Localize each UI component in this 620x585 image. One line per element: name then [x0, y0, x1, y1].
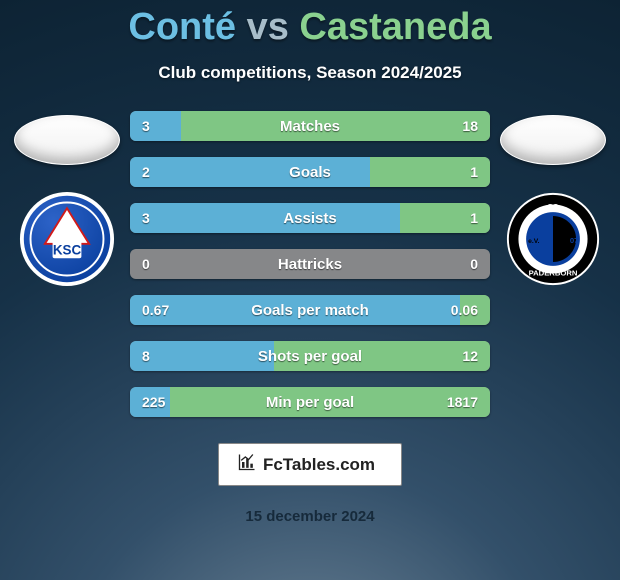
- stat-value-left: 0: [130, 256, 190, 272]
- stats-list: 3Matches182Goals13Assists10Hattricks00.6…: [130, 111, 490, 417]
- stat-value-left: 225: [130, 394, 190, 410]
- stat-label: Goals per match: [190, 302, 430, 319]
- stat-row: 0.67Goals per match0.06: [130, 295, 490, 325]
- right-club-logo: SC PADERBORN 07 e.V.: [505, 191, 601, 287]
- stat-value-left: 2: [130, 164, 190, 180]
- left-player-column: KSC: [12, 111, 122, 287]
- chart-icon: [237, 452, 257, 477]
- title-right-player: Castaneda: [299, 6, 491, 48]
- stat-label: Min per goal: [190, 394, 430, 411]
- stat-row: 2Goals1: [130, 157, 490, 187]
- svg-text:KSC: KSC: [53, 242, 82, 257]
- left-player-photo: [14, 115, 120, 165]
- stat-label: Matches: [190, 118, 430, 135]
- svg-text:07: 07: [570, 236, 579, 245]
- page-title: Conté vs Castaneda: [128, 6, 491, 49]
- left-club-logo: KSC: [19, 191, 115, 287]
- comparison-area: KSC 3Matches182Goals13Assists10Hattricks…: [0, 111, 620, 417]
- stat-row: 3Matches18: [130, 111, 490, 141]
- watermark-text: FcTables.com: [263, 455, 375, 475]
- stat-value-left: 3: [130, 118, 190, 134]
- stat-label: Shots per goal: [190, 348, 430, 365]
- stat-value-left: 0.67: [130, 302, 190, 318]
- stat-row: 8Shots per goal12: [130, 341, 490, 371]
- title-left-player: Conté: [128, 6, 236, 48]
- stat-value-right: 1: [430, 164, 490, 180]
- right-player-column: SC PADERBORN 07 e.V.: [498, 111, 608, 287]
- stat-row: 225Min per goal1817: [130, 387, 490, 417]
- svg-text:PADERBORN: PADERBORN: [529, 268, 578, 277]
- subtitle: Club competitions, Season 2024/2025: [158, 63, 461, 83]
- right-player-photo: [500, 115, 606, 165]
- watermark: FcTables.com: [218, 443, 402, 486]
- date-text: 15 december 2024: [245, 508, 374, 525]
- stat-value-right: 1: [430, 210, 490, 226]
- stat-value-right: 1817: [430, 394, 490, 410]
- stat-row: 3Assists1: [130, 203, 490, 233]
- stat-value-left: 3: [130, 210, 190, 226]
- stat-value-right: 18: [430, 118, 490, 134]
- svg-text:e.V.: e.V.: [528, 238, 539, 245]
- stat-value-right: 0.06: [430, 302, 490, 318]
- svg-text:SC: SC: [548, 202, 559, 211]
- stat-row: 0Hattricks0: [130, 249, 490, 279]
- stat-label: Goals: [190, 164, 430, 181]
- stat-value-left: 8: [130, 348, 190, 364]
- stat-label: Assists: [190, 210, 430, 227]
- stat-value-right: 0: [430, 256, 490, 272]
- title-vs: vs: [236, 6, 299, 48]
- stat-value-right: 12: [430, 348, 490, 364]
- stat-label: Hattricks: [190, 256, 430, 273]
